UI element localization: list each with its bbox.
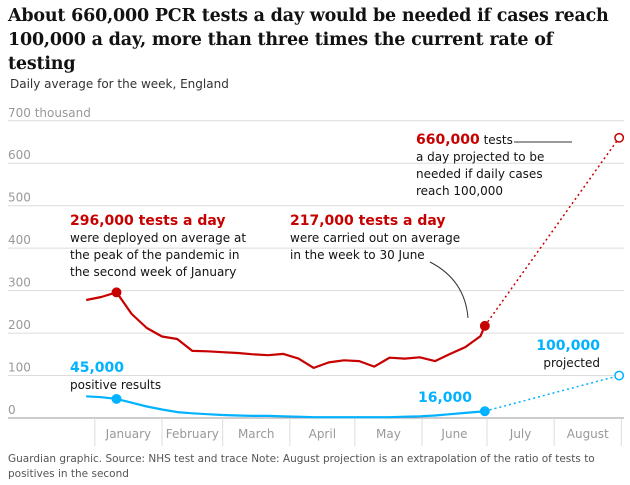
peak-positives-marker — [111, 393, 122, 404]
peak-positives-headline: 45,000 — [70, 360, 124, 376]
y-tick-label: 600 — [8, 148, 31, 162]
line-chart: 0 100 200 300 400 500 600 700 thousand January Fe… — [8, 106, 625, 446]
current-leader-line — [429, 261, 469, 319]
y-tick-label: 700 thousand — [8, 106, 91, 120]
positives-projection-line — [484, 374, 620, 412]
x-tick-label: August — [567, 427, 609, 441]
current-text-line: were carried out on average — [290, 231, 460, 245]
peak-marker — [111, 287, 122, 298]
projected-tests-text-line: a day projected to be — [416, 150, 544, 164]
x-tick-label: March — [238, 427, 275, 441]
projected-positives-headline: 100,000 — [536, 338, 600, 354]
current-headline: 217,000 tests a day — [290, 213, 446, 229]
axis-labels: 0 100 200 300 400 500 600 700 thousand January Fe… — [8, 106, 609, 441]
peak-text-line: were deployed on average at — [70, 231, 246, 245]
peak-text-line: the second week of January — [70, 265, 236, 279]
current-text-line: in the week to 30 June — [290, 248, 425, 262]
projected-tests-text-line: reach 100,000 — [416, 184, 503, 198]
projected-positives-marker — [614, 370, 625, 381]
x-tick-label: February — [166, 427, 219, 441]
y-tick-label: 100 — [8, 361, 31, 375]
positives-series-line — [86, 395, 485, 419]
current-marker — [479, 320, 490, 331]
projected-tests-marker — [614, 132, 625, 143]
tests-projection-line — [484, 137, 620, 327]
x-tick-label: June — [440, 427, 467, 441]
y-tick-label: 500 — [8, 191, 31, 205]
peak-headline: 296,000 tests a day — [70, 213, 226, 229]
chart-footer: Guardian graphic. Source: NHS test and t… — [8, 453, 595, 480]
x-tick-label: January — [105, 427, 152, 441]
y-tick-label: 300 — [8, 276, 31, 290]
current-positives-marker — [479, 406, 490, 417]
tests-series-line — [85, 291, 486, 369]
series-lines — [85, 137, 620, 419]
annotations: 296,000 tests a day were deployed on aver… — [70, 132, 625, 417]
current-positives-headline: 16,000 — [418, 390, 472, 406]
chart-subtitle: Daily average for the week, England — [10, 77, 229, 91]
y-tick-label: 200 — [8, 318, 31, 332]
projected-tests-text-line: needed if daily cases — [416, 167, 543, 181]
x-tick-label: July — [509, 427, 532, 441]
x-tick-label: April — [309, 427, 336, 441]
x-tick-label: May — [376, 427, 401, 441]
projected-tests-headline: 660,000 tests — [416, 132, 513, 148]
y-tick-label: 400 — [8, 233, 31, 247]
peak-text-line: the peak of the pandemic in — [70, 248, 239, 262]
chart-headline: About 660,000 PCR tests a day would be n… — [8, 6, 609, 74]
grid-lines — [8, 120, 624, 446]
peak-positives-text-line: positive results — [70, 378, 161, 392]
projected-positives-text-line: projected — [543, 356, 600, 370]
y-tick-label: 0 — [8, 403, 16, 417]
